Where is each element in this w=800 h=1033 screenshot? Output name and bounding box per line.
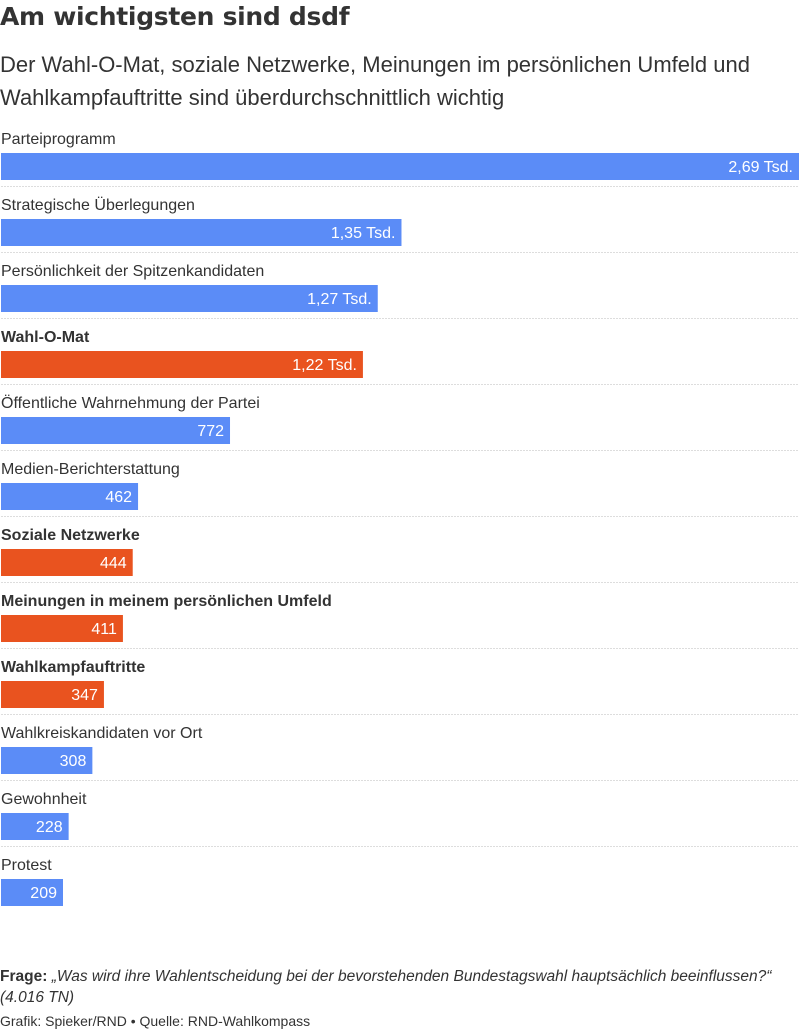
- bar: [1, 813, 69, 840]
- question-label: Frage:: [0, 968, 48, 985]
- bar-value-label: 411: [91, 621, 117, 638]
- bar-value-label: 308: [60, 753, 87, 770]
- bar-value-label: 772: [197, 423, 224, 440]
- bar: [1, 681, 104, 708]
- bar: [1, 615, 123, 642]
- category-label: Öffentliche Wahrnehmung der Partei: [1, 394, 260, 412]
- bar: [1, 285, 378, 312]
- bar-value-label: 347: [71, 687, 98, 704]
- question-footnote: Frage: „Was wird ihre Wahlentscheidung b…: [0, 966, 795, 1008]
- category-label: Strategische Überlegungen: [1, 196, 195, 214]
- category-label: Protest: [1, 857, 52, 874]
- category-label: Persönlichkeit der Spitzenkandidaten: [1, 263, 264, 280]
- bar-value-label: 1,22 Tsd.: [292, 357, 357, 374]
- bar-value-label: 228: [36, 819, 63, 836]
- bar-value-label: 462: [105, 489, 132, 506]
- bar-value-label: 2,69 Tsd.: [728, 159, 793, 176]
- bar: [1, 351, 363, 378]
- bar-chart: Parteiprogramm 2,69 Tsd. Strategische Über…: [1, 131, 799, 906]
- category-label: Soziale Netzwerke: [1, 527, 140, 544]
- category-label: Wahl-O-Mat: [1, 329, 90, 346]
- bar: [1, 153, 799, 180]
- bar: [1, 417, 231, 444]
- bar: [1, 549, 133, 576]
- category-label: Wahlkreiskandidaten vor Ort: [1, 725, 203, 742]
- category-label: Parteiprogramm: [1, 131, 116, 148]
- category-label: Wahlkampfauftritte: [1, 659, 145, 676]
- bar: [1, 879, 64, 906]
- bar: [1, 219, 402, 246]
- category-label: Gewohnheit: [1, 791, 87, 808]
- chart-title: Am wichtigsten sind dsdf: [0, 2, 350, 31]
- source-credit: Grafik: Spieker/RND • Quelle: RND-Wahlko…: [0, 1013, 311, 1029]
- category-label: Medien-Berichterstattung: [1, 461, 180, 478]
- bar-value-label: 1,35 Tsd.: [331, 225, 396, 242]
- chart-subtitle: Der Wahl-O-Mat, soziale Netzwerke, Meinu…: [0, 52, 750, 110]
- bar: [1, 747, 93, 774]
- question-text: „Was wird ihre Wahlentscheidung bei der …: [0, 968, 772, 1006]
- bar-value-label: 209: [30, 885, 57, 902]
- category-label: Meinungen in meinem persönlichen Umfeld: [1, 593, 332, 610]
- bar: [1, 483, 139, 510]
- bar-value-label: 1,27 Tsd.: [307, 291, 372, 308]
- bar-value-label: 444: [100, 555, 127, 572]
